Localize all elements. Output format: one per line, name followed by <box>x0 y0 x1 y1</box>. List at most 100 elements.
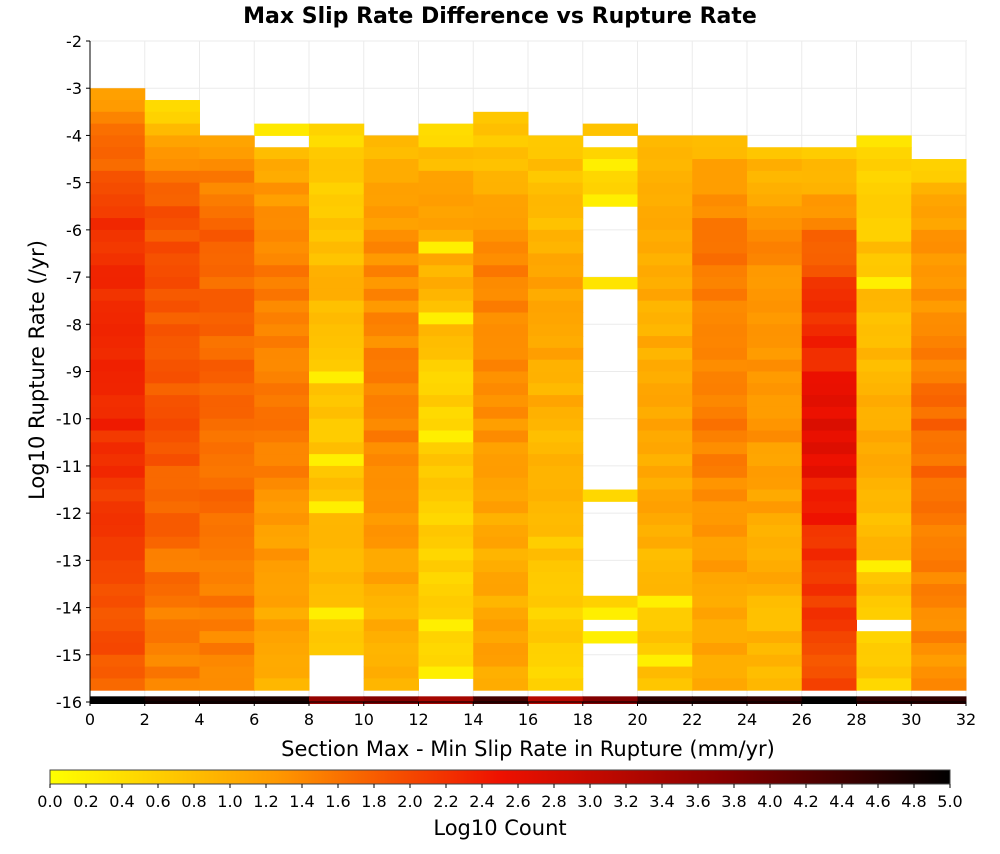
heatmap-cell <box>309 501 365 514</box>
heatmap-cell <box>801 383 857 396</box>
heatmap-cell <box>637 194 693 207</box>
heatmap-cell <box>747 560 803 573</box>
x-tick-label: 8 <box>304 710 314 729</box>
heatmap-cell <box>144 524 200 538</box>
heatmap-cell <box>418 182 474 195</box>
heatmap-cell <box>144 218 200 231</box>
heatmap-cell <box>254 454 310 467</box>
heatmap-cell <box>473 406 529 420</box>
heatmap-cell <box>911 560 967 573</box>
heatmap-cell <box>801 418 857 432</box>
heatmap-cell <box>473 135 529 148</box>
heatmap-cell <box>418 383 474 396</box>
heatmap-cell <box>637 536 693 550</box>
heatmap-cell <box>254 678 310 691</box>
heatmap-cell <box>856 418 912 432</box>
heatmap-cell <box>90 371 146 384</box>
heatmap-cell <box>473 395 529 408</box>
heatmap-cell <box>254 277 310 290</box>
heatmap-cell <box>418 253 474 266</box>
heatmap-cell <box>90 501 146 514</box>
heatmap-cell <box>418 477 474 491</box>
heatmap-cell <box>144 666 200 679</box>
heatmap-cell <box>856 560 912 573</box>
heatmap-cell <box>856 406 912 420</box>
heatmap-cell <box>90 347 146 361</box>
heatmap-cell <box>473 430 529 443</box>
heatmap-cell <box>418 265 474 278</box>
heatmap-cell <box>309 560 365 573</box>
heatmap-cell <box>692 135 748 148</box>
heatmap-cell <box>856 218 912 231</box>
heatmap-cell <box>856 548 912 561</box>
heatmap-cell <box>801 524 857 538</box>
heatmap-cell <box>473 288 529 302</box>
heatmap-cell <box>747 170 803 184</box>
heatmap-cell <box>418 406 474 420</box>
heatmap-cell <box>801 631 857 644</box>
heatmap-cell <box>309 548 365 561</box>
heatmap-cell <box>363 324 419 337</box>
heatmap-cell <box>692 454 748 467</box>
colorbar-tick-label: 0.8 <box>181 792 206 811</box>
heatmap-cell <box>856 454 912 467</box>
heatmap-cell <box>363 454 419 467</box>
heatmap-cell <box>747 642 803 656</box>
heatmap-cell-bottom <box>90 696 146 704</box>
heatmap-cell <box>911 406 967 420</box>
heatmap-cell <box>199 147 255 160</box>
heatmap-cell <box>363 678 419 691</box>
heatmap-cell <box>254 572 310 585</box>
heatmap-cell <box>309 572 365 585</box>
chart-title: Max Slip Rate Difference vs Rupture Rate <box>243 4 757 29</box>
heatmap-cell <box>473 182 529 195</box>
heatmap-cell <box>692 170 748 184</box>
colorbar-tick-label: 2.4 <box>469 792 494 811</box>
heatmap-cell <box>473 501 529 514</box>
heatmap-cell <box>363 253 419 266</box>
heatmap-cell <box>363 347 419 361</box>
heatmap-cell <box>801 253 857 266</box>
heatmap-cell <box>309 159 365 172</box>
heatmap-cell <box>144 642 200 656</box>
heatmap-cell <box>418 170 474 184</box>
y-tick-label: -2 <box>66 32 82 51</box>
heatmap-cell <box>144 430 200 443</box>
heatmap-cell <box>309 288 365 302</box>
heatmap-cell <box>309 607 365 620</box>
heatmap-cell <box>911 631 967 644</box>
heatmap-cell <box>144 159 200 172</box>
heatmap-cell <box>747 548 803 561</box>
heatmap-cell <box>144 454 200 467</box>
heatmap-cell <box>747 324 803 337</box>
heatmap-cell <box>418 619 474 632</box>
heatmap-cell <box>254 253 310 266</box>
heatmap-cell <box>528 241 584 254</box>
heatmap-cell <box>418 359 474 372</box>
heatmap-cell <box>199 654 255 668</box>
heatmap-cell <box>473 336 529 349</box>
heatmap-cell <box>856 465 912 479</box>
colorbar-tick-label: 4.4 <box>829 792 854 811</box>
heatmap-cell <box>473 454 529 467</box>
heatmap-cell <box>90 619 146 632</box>
heatmap-cell <box>528 253 584 266</box>
heatmap-cell <box>637 465 693 479</box>
heatmap-cell <box>856 135 912 148</box>
heatmap-cell <box>692 206 748 219</box>
heatmap-cell <box>144 418 200 432</box>
heatmap-cell <box>582 147 638 160</box>
heatmap-cell <box>144 288 200 302</box>
heatmap-cell <box>856 642 912 656</box>
heatmap-cell <box>801 607 857 620</box>
heatmap-cell <box>90 595 146 609</box>
heatmap-cell <box>199 607 255 620</box>
heatmap-cell <box>363 336 419 349</box>
heatmap-cell <box>309 147 365 160</box>
heatmap-cell <box>363 654 419 668</box>
heatmap-cell <box>801 194 857 207</box>
heatmap-cell <box>473 607 529 620</box>
heatmap-cell <box>637 182 693 195</box>
heatmap-cell <box>692 182 748 195</box>
heatmap-cell <box>528 218 584 231</box>
